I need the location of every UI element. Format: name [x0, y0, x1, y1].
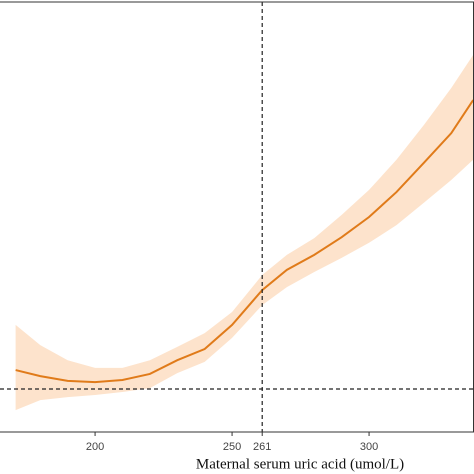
curve	[15, 99, 474, 384]
x-tick-label: 261	[253, 441, 271, 453]
x-axis-label: Maternal serum uric acid (umol/L)	[196, 456, 404, 472]
x-tick-label: 300	[360, 441, 378, 453]
x-tick-label: 200	[86, 441, 104, 453]
x-tick-label: 250	[223, 441, 241, 453]
confidence-band	[15, 54, 474, 411]
